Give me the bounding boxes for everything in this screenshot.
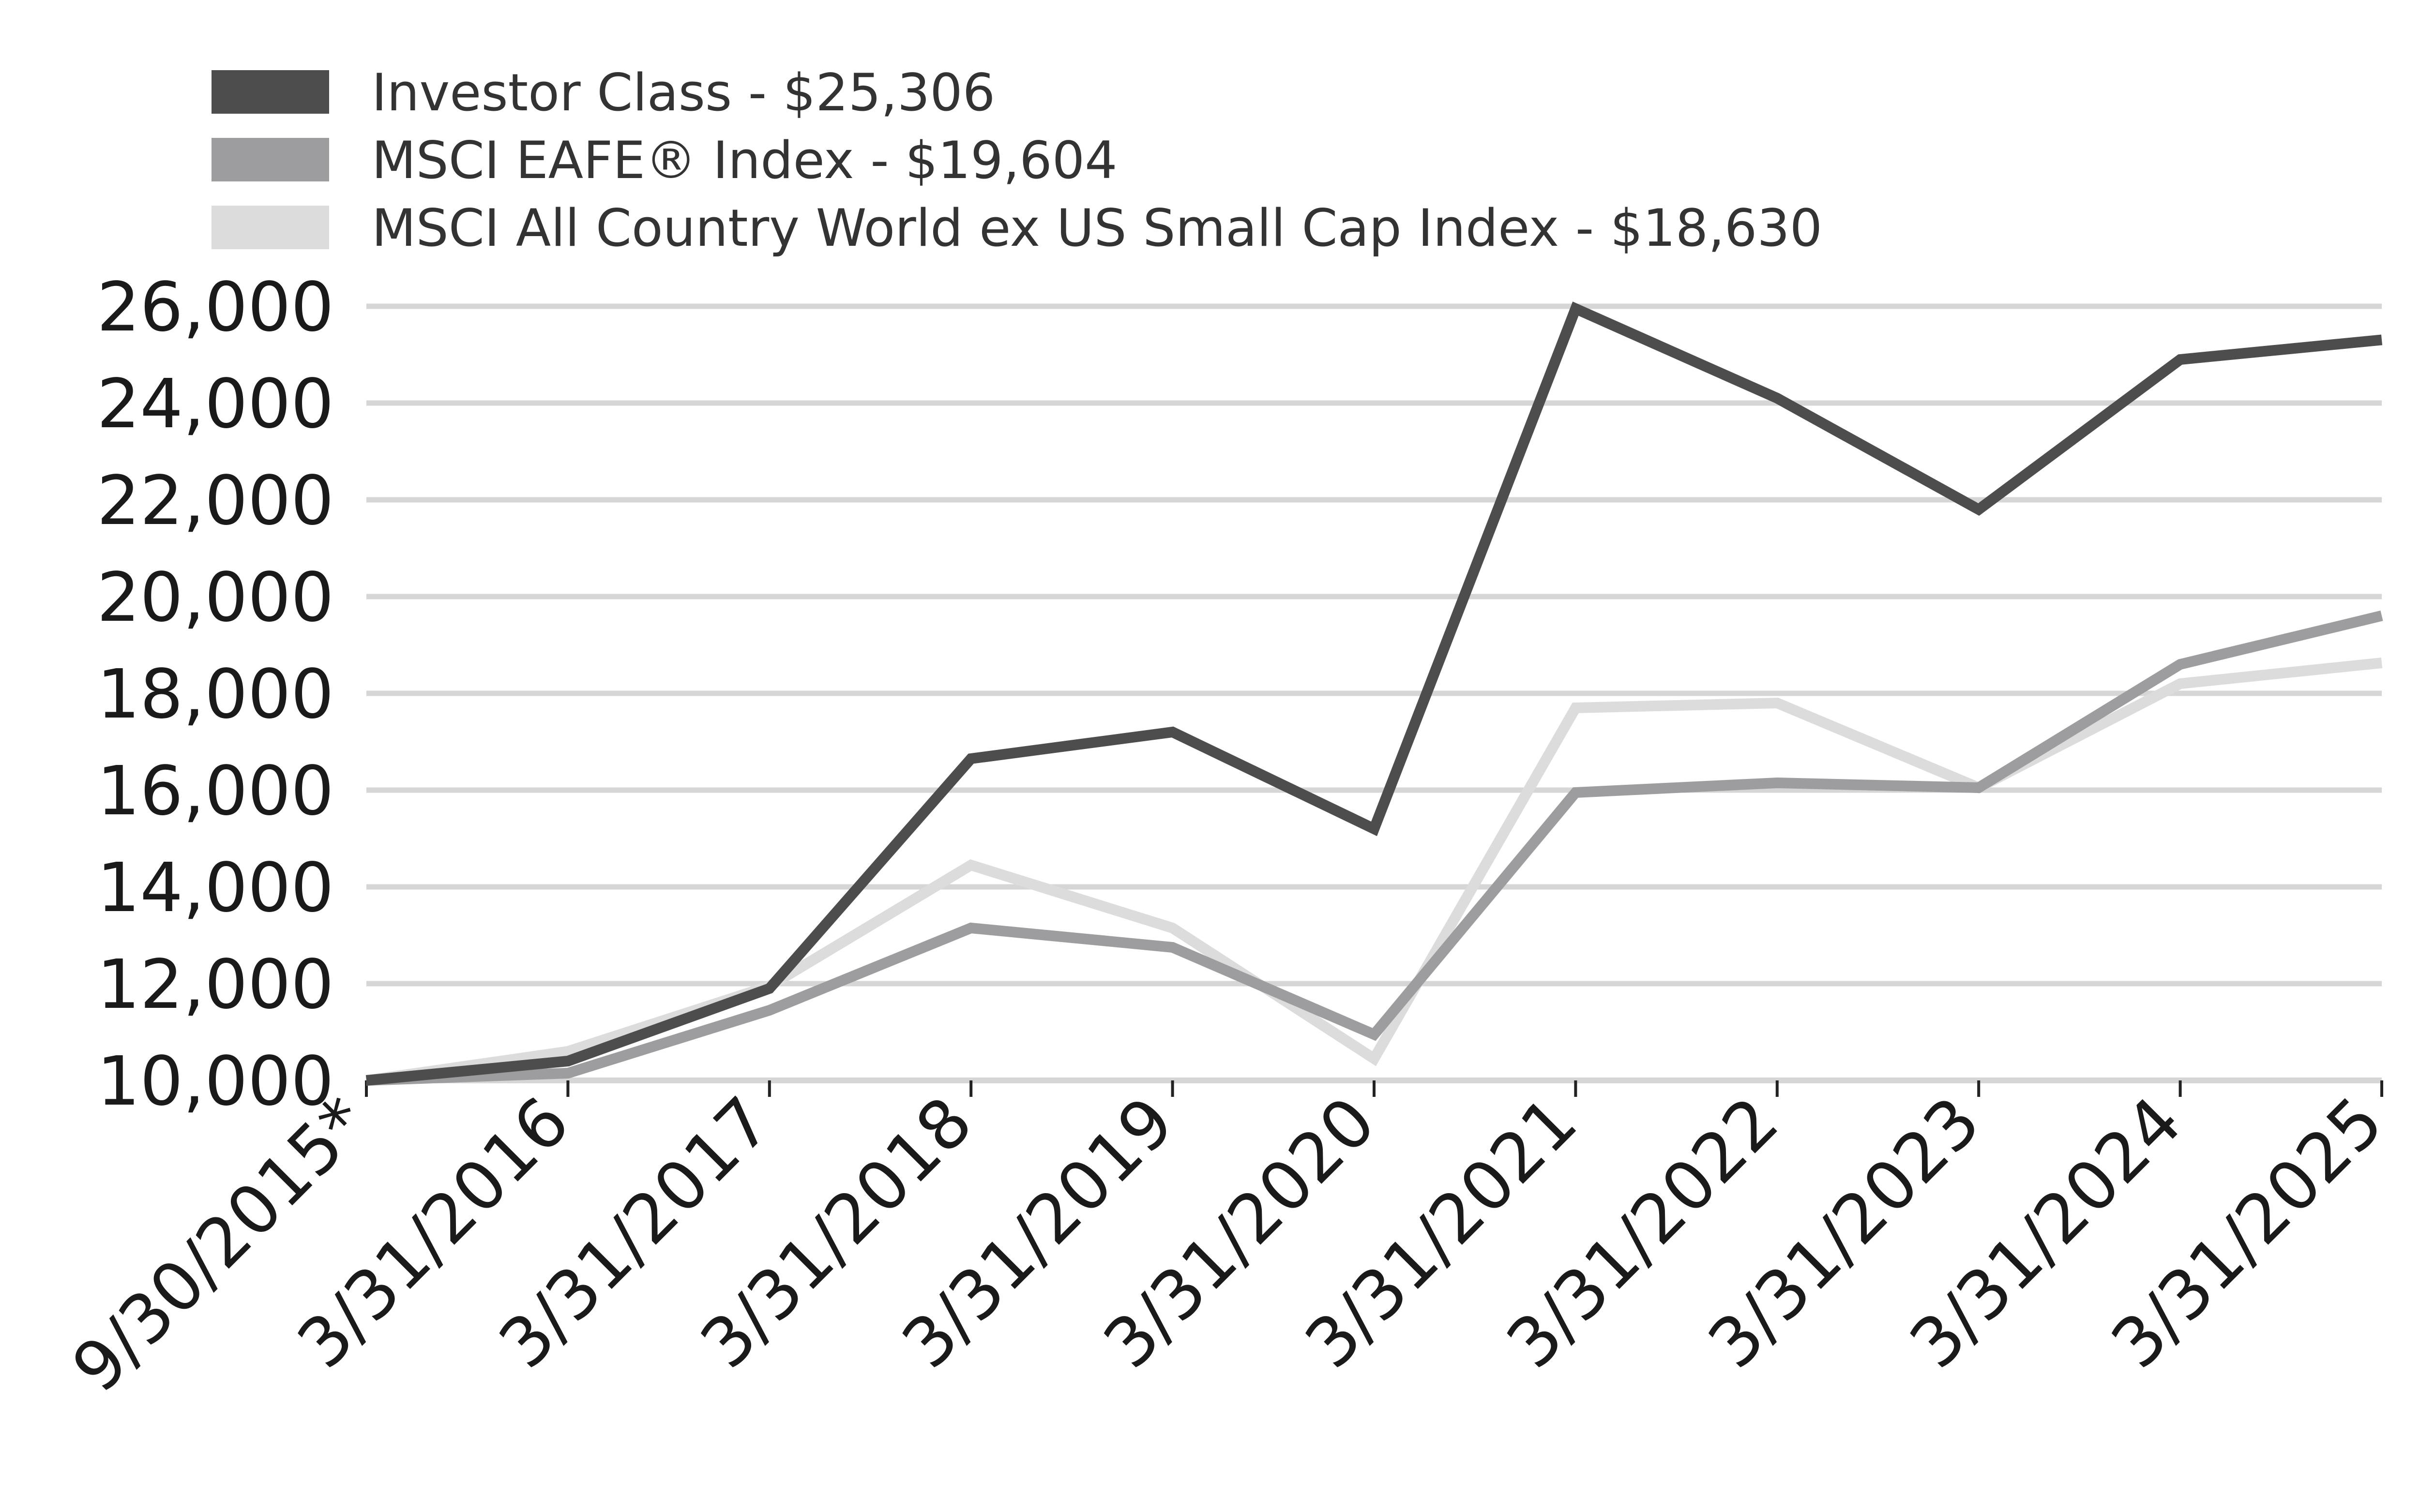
x-axis: 9/30/2015*3/31/20163/31/20173/31/20183/3… [58,1080,2398,1407]
y-tick-label-12000: 12,000 [97,945,334,1024]
y-tick-label-10000: 10,000 [97,1042,334,1121]
series-lines [365,301,2383,1086]
y-axis-tick-labels: 10,000 12,000 14,000 16,000 18,000 20,000 22,0… [97,268,334,1121]
legend: Investor Class - $25,306 MSCI EAFE® Index… [212,63,1822,258]
y-tick-label-24000: 24,000 [97,365,334,444]
y-tick-label-22000: 22,000 [97,462,334,540]
series-line-1 [365,301,2383,1086]
legend-label-2: MSCI EAFE® Index - $19,604 [372,131,1118,190]
legend-label-3: MSCI All Country World ex US Small Cap I… [372,198,1822,258]
y-tick-label-16000: 16,000 [97,752,334,831]
legend-swatch-2 [212,138,329,181]
y-tick-label-20000: 20,000 [97,558,334,637]
legend-label-1: Investor Class - $25,306 [372,63,995,122]
y-tick-label-18000: 18,000 [97,655,334,734]
series-line-2 [366,610,2383,1086]
y-tick-label-14000: 14,000 [97,849,334,928]
legend-swatch-1 [212,70,329,114]
legend-swatch-3 [212,206,329,249]
y-tick-label-26000: 26,000 [97,268,334,347]
gridlines [366,303,2382,1083]
